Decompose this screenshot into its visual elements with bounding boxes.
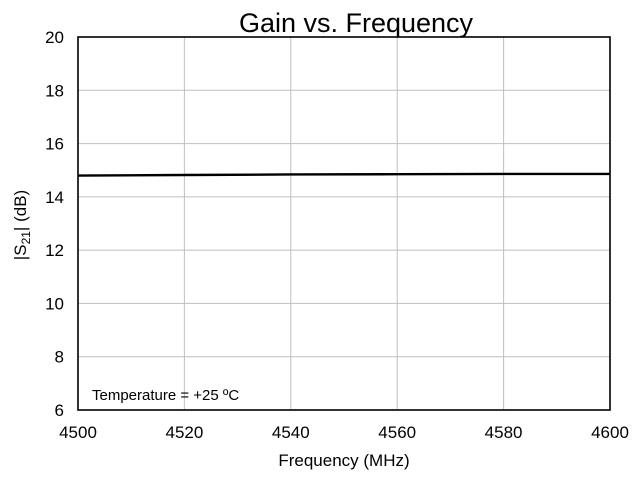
y-axis-label-suffix: | (dB) [11, 190, 30, 231]
x-tick-labels: 4500 4520 4540 4560 4580 4600 [59, 423, 629, 442]
x-tick-label-0: 4500 [59, 423, 97, 442]
y-tick-label-0: 6 [55, 401, 64, 420]
x-tick-label-2: 4540 [272, 423, 310, 442]
grid [78, 37, 610, 410]
y-axis-label-subscript: 21 [19, 231, 33, 245]
y-tick-label-5: 16 [45, 135, 64, 154]
x-axis-label: Frequency (MHz) [278, 451, 409, 470]
x-tick-label-4: 4580 [485, 423, 523, 442]
series [77, 172, 610, 177]
x-tick-label-1: 4520 [165, 423, 203, 442]
y-axis-label-prefix: |S [11, 244, 30, 260]
annotation-temperature: Temperature = +25 ºC [92, 387, 239, 404]
y-tick-label-1: 8 [55, 348, 64, 367]
x-tick-label-3: 4560 [378, 423, 416, 442]
y-tick-label-2: 10 [45, 294, 64, 313]
y-tick-label-3: 12 [45, 241, 64, 260]
y-tick-label-4: 14 [45, 188, 64, 207]
y-tick-labels: 6 8 10 12 14 16 18 20 [45, 28, 64, 420]
y-tick-label-6: 18 [45, 81, 64, 100]
chart-title: Gain vs. Frequency [239, 8, 474, 38]
x-tick-label-5: 4600 [591, 423, 629, 442]
y-axis-label: |S21| (dB) [11, 190, 33, 260]
plot-area-border [77, 36, 611, 411]
y-tick-label-7: 20 [45, 28, 64, 47]
series-line-0 [77, 172, 610, 177]
